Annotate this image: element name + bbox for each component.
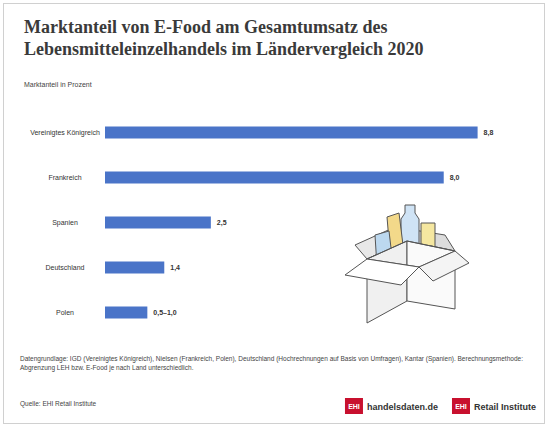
bar [105,172,444,184]
category-label: Frankreich [48,174,81,181]
text-line: Datengrundlage: IGD (Vereinigtes Königre… [20,355,523,363]
data-label: 0,5–1,0 [153,309,176,317]
frame [4,4,545,424]
logo-mark: EHI [348,403,360,410]
grocery-box-icon [345,205,469,323]
data-label: 1,4 [170,264,180,272]
logo-text: Retail Institute [474,402,536,412]
data-label: 8,8 [484,129,494,137]
icon-shape [419,251,469,281]
labels: Vereinigtes Königreich 8,8 Frankreich 8,0 Sp… [30,129,493,317]
category-label: Spanien [52,219,78,227]
subtitle: Marktanteil in Prozent [24,81,92,88]
chart: Marktanteil von E-Food am Gesamtumsatz d… [0,0,548,427]
category-label: Deutschland [46,264,85,271]
bar [105,127,478,139]
logo-mark: EHI [455,403,467,410]
text-line: Abgrenzung LEH bzw. E-Food je nach Land … [20,364,194,372]
title: Marktanteil von E-Food am Gesamtumsatz d… [24,17,423,59]
data-label: 8,0 [450,174,460,182]
logos: Retail Institute EHI handelsdaten.de EHI [345,398,536,414]
bar [105,217,211,229]
bars [105,127,478,319]
bar [105,307,147,319]
source: Quelle: EHI Retail Institute [20,400,97,408]
category-label: Polen [56,309,74,316]
text-line: Marktanteil von E-Food am Gesamtumsatz d… [24,17,387,37]
bar [105,262,164,274]
footnote: Datengrundlage: IGD (Vereinigtes Königre… [20,355,523,372]
logo-text: handelsdaten.de [367,402,438,412]
logo-mark-box [452,398,470,414]
background [0,0,548,427]
logo-mark-box [345,398,363,414]
icon-shape [345,259,419,285]
data-label: 2,5 [217,219,227,227]
text-line: Lebensmitteleinzelhandels im Ländervergl… [24,39,423,59]
category-label: Vereinigtes Königreich [30,129,100,137]
